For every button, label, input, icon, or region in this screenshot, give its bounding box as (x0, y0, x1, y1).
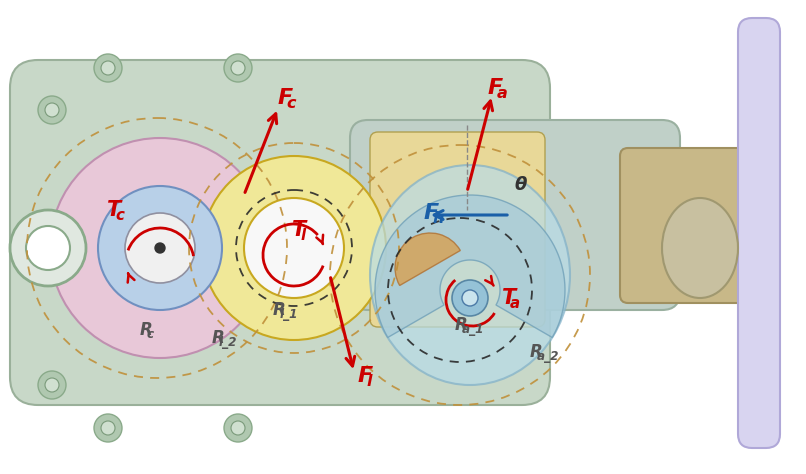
Polygon shape (375, 195, 565, 337)
Text: a_2: a_2 (537, 350, 559, 363)
Circle shape (101, 421, 115, 435)
Text: h: h (433, 211, 444, 226)
FancyBboxPatch shape (350, 120, 680, 310)
FancyBboxPatch shape (10, 60, 550, 405)
Ellipse shape (662, 198, 738, 298)
Text: R: R (140, 321, 153, 339)
Circle shape (224, 54, 252, 82)
Text: a_1: a_1 (462, 323, 484, 336)
Text: l: l (367, 374, 372, 389)
Circle shape (244, 198, 344, 298)
Text: θ: θ (514, 176, 526, 194)
FancyBboxPatch shape (738, 18, 780, 448)
Circle shape (231, 61, 245, 75)
Circle shape (38, 96, 66, 124)
Text: a: a (496, 86, 508, 101)
Circle shape (452, 280, 488, 316)
Text: R: R (455, 316, 467, 334)
Circle shape (94, 54, 122, 82)
Text: F: F (488, 78, 503, 98)
Circle shape (98, 186, 222, 310)
Ellipse shape (370, 165, 570, 385)
Text: F: F (424, 203, 439, 223)
Text: T: T (107, 200, 121, 220)
Text: F: F (278, 88, 293, 108)
Circle shape (125, 213, 195, 283)
Text: F: F (358, 366, 373, 386)
Text: l: l (301, 228, 305, 243)
Text: l_2: l_2 (218, 336, 237, 349)
Text: a: a (510, 296, 521, 311)
Text: c: c (115, 208, 124, 223)
Text: R: R (273, 301, 286, 319)
Circle shape (101, 61, 115, 75)
Text: T: T (502, 288, 517, 308)
Circle shape (50, 138, 270, 358)
Circle shape (224, 414, 252, 442)
FancyBboxPatch shape (620, 148, 750, 303)
Circle shape (462, 290, 478, 306)
Circle shape (45, 378, 59, 392)
FancyBboxPatch shape (370, 132, 545, 327)
Circle shape (38, 371, 66, 399)
Text: T: T (292, 220, 306, 240)
Circle shape (94, 414, 122, 442)
Circle shape (202, 156, 386, 340)
Wedge shape (395, 233, 460, 285)
Text: l_1: l_1 (280, 308, 298, 321)
Text: R: R (530, 343, 542, 361)
Circle shape (10, 210, 86, 286)
Circle shape (155, 243, 165, 253)
Text: c: c (287, 96, 297, 111)
Circle shape (45, 103, 59, 117)
Text: c: c (147, 328, 154, 341)
Circle shape (231, 421, 245, 435)
Circle shape (26, 226, 70, 270)
Text: R: R (212, 329, 225, 347)
